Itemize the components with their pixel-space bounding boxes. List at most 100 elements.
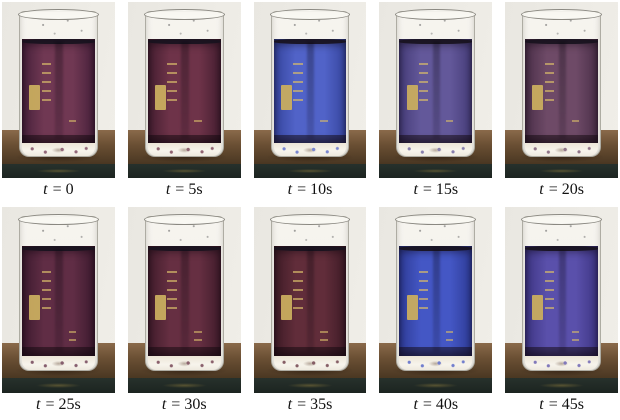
graduation-ticks [544,55,555,106]
photo-panel-t40: t = 40s [379,207,493,420]
graduation-ticks-lower [68,325,76,341]
time-caption: t = 5s [128,180,241,200]
beaker-rim [521,214,603,226]
graduation-ticks [419,55,429,106]
beaker-shadow [141,151,228,163]
beaker-foot [273,142,347,156]
reflection-streak [181,249,189,352]
beaker-rim [395,8,477,20]
graduation-ticks-lower [571,325,580,341]
beaker-foot [21,142,95,156]
time-value: = 45s [548,396,584,413]
beaker-foot [399,355,473,370]
graduation-ticks [167,55,177,106]
table-front-edge [505,378,618,393]
reflection-streak [432,249,441,352]
graduation-ticks [293,55,303,106]
beaker-photo [253,207,367,393]
graduation-ticks [41,55,52,106]
liquid-solution [525,246,599,356]
beaker-photo [2,2,115,178]
table-front-edge [379,163,493,178]
photo-panel-t0: t = 0 [2,2,115,203]
beaker-shadow [518,365,605,377]
time-caption: t = 45s [505,395,618,417]
time-value: = 35s [297,396,333,413]
photo-panel-t25: t = 25s [2,207,115,420]
reflection-streak [307,42,315,139]
beaker-foot [273,355,347,370]
liquid-solution [147,246,221,356]
graduation-label-patch [406,84,418,110]
reflection-streak [181,42,189,139]
time-symbol: t [36,396,41,413]
time-value: = 25s [45,396,81,413]
graduation-ticks [293,263,303,317]
time-value: = 40s [422,396,459,413]
time-symbol: t [539,181,544,198]
time-caption: t = 35s [254,395,367,417]
beaker-rim [143,214,225,226]
graduation-ticks-lower [194,325,202,341]
table-front-edge [379,378,493,393]
graduation-ticks [167,263,177,317]
beaker-shadow [141,365,228,377]
reflection-streak [432,42,441,139]
graduation-label-patch [280,84,292,110]
beaker-photo [2,207,115,393]
photo-panel-t45: t = 45s [505,207,618,420]
liquid-solution [21,39,95,143]
beaker-shadow [392,151,479,163]
beaker-foot [525,142,599,156]
liquid-solution [273,39,347,143]
graduation-ticks [41,263,52,317]
beaker-rim [269,214,351,226]
beaker-shadow [15,151,102,163]
beaker-foot [147,355,221,370]
reflection-streak [55,249,63,352]
graduation-ticks-lower [446,325,454,341]
beaker-photo [253,2,367,178]
time-caption: t = 10s [254,180,367,200]
glass-beaker [521,8,603,157]
table-front-edge [253,378,367,393]
time-symbol: t [287,396,293,413]
time-value: = 15s [422,181,459,198]
liquid-solution [273,246,347,356]
glass-beaker [269,214,351,371]
liquid-surface-line [147,246,221,252]
graduation-ticks-lower [320,113,328,129]
liquid-solution [525,39,599,143]
graduation-ticks-lower [194,113,202,129]
photo-panel-t15: t = 15s [379,2,493,203]
time-symbol: t [165,181,171,198]
liquid-solution [399,246,473,356]
graduation-ticks-lower [571,113,580,129]
reflection-streak [558,249,566,352]
glass-beaker [143,214,225,371]
time-symbol: t [43,181,48,198]
graduation-ticks [419,263,429,317]
glass-beaker [17,8,99,157]
time-caption: t = 15s [379,180,492,200]
beaker-rim [17,8,99,20]
beaker-shadow [267,365,353,377]
graduation-ticks-lower [446,113,454,129]
graduation-label-patch [155,294,166,320]
beaker-photo [379,2,493,178]
beaker-rim [521,8,603,20]
reflection-streak [307,249,315,352]
beaker-rim [395,214,477,226]
beaker-photo [127,2,241,178]
liquid-surface-line [21,246,95,252]
photo-panel-t5: t = 5s [127,2,241,203]
graduation-label-patch [406,294,418,320]
graduation-ticks-lower [68,113,76,129]
liquid-surface-line [525,246,599,252]
time-value: = 30s [171,396,207,413]
time-symbol: t [161,396,167,413]
glass-beaker [17,214,99,371]
liquid-solution [147,39,221,143]
table-front-edge [2,378,115,393]
